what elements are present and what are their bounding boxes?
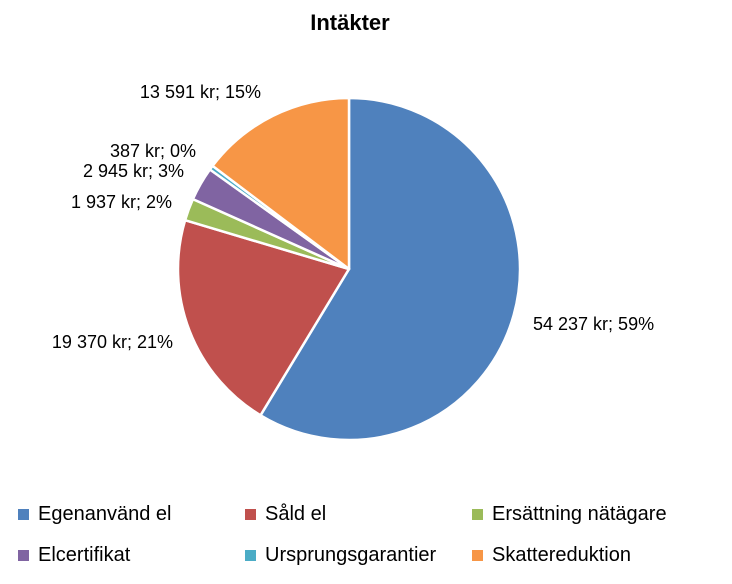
data-label: 13 591 kr; 15% [140,82,261,102]
legend-label: Såld el [265,503,326,526]
legend-swatch [18,509,29,520]
legend-label: Skattereduktion [492,544,631,567]
pie-plot-area: 54 237 kr; 59% 19 370 kr; 21% 1 937 kr; 2%… [0,0,732,500]
chart-legend: Egenanvänd el Såld el Ersättning nätägare E… [0,495,732,584]
legend-label: Elcertifikat [38,544,130,567]
data-label: 19 370 kr; 21% [52,332,173,352]
legend-item: Ersättning nätägare [472,503,667,526]
legend-label: Ursprungsgarantier [265,544,436,567]
legend-item: Ursprungsgarantier [245,544,436,567]
legend-swatch [18,550,29,561]
data-label: 387 kr; 0% [110,141,196,161]
legend-item: Elcertifikat [18,544,130,567]
legend-item: Skattereduktion [472,544,631,567]
legend-swatch [472,509,483,520]
legend-swatch [472,550,483,561]
data-label: 2 945 kr; 3% [83,161,184,181]
data-label: 1 937 kr; 2% [71,192,172,212]
legend-swatch [245,509,256,520]
legend-swatch [245,550,256,561]
legend-label: Egenanvänd el [38,503,171,526]
data-label: 54 237 kr; 59% [533,314,654,334]
legend-label: Ersättning nätägare [492,503,667,526]
legend-item: Egenanvänd el [18,503,171,526]
legend-item: Såld el [245,503,326,526]
